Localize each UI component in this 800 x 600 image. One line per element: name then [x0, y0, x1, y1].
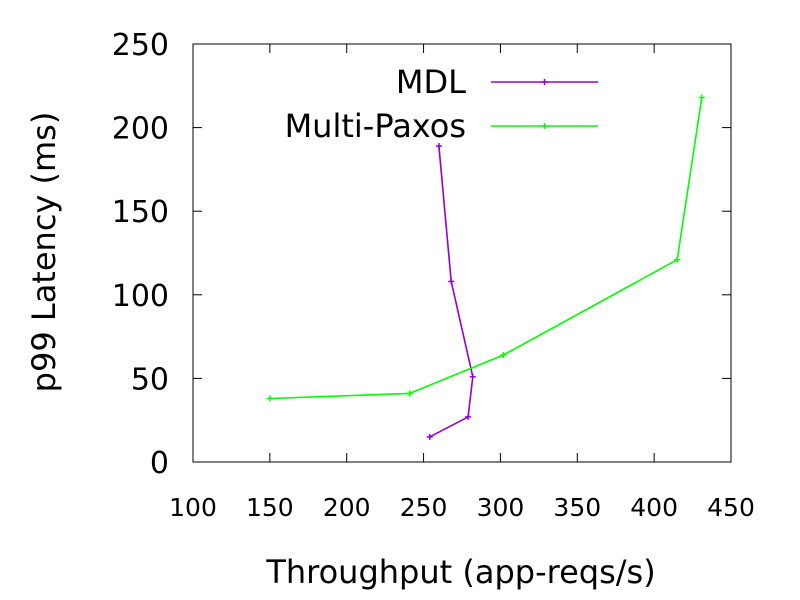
- series-layer: [266, 94, 705, 440]
- data-point-mdl: [426, 433, 433, 440]
- data-point-multi-paxos: [500, 351, 507, 358]
- data-point-mdl: [465, 413, 472, 420]
- legend: MDL Multi-Paxos: [285, 63, 598, 145]
- data-point-mdl: [469, 373, 476, 380]
- tick-labels: 0 50 100 150 200 250 100 150 200 250 300 350 400 450: [112, 28, 755, 522]
- legend-label-multi-paxos: Multi-Paxos: [285, 107, 466, 145]
- data-point-multi-paxos: [698, 94, 705, 101]
- y-tick-label: 100: [112, 279, 169, 314]
- data-point-multi-paxos: [406, 390, 413, 397]
- x-tick-label: 200: [323, 493, 371, 522]
- series-line-mdl: [429, 145, 474, 438]
- data-point-multi-paxos: [266, 395, 273, 402]
- plot-frame: [192, 43, 732, 463]
- legend-marker-mdl: [541, 79, 548, 85]
- x-tick-label: 400: [630, 493, 678, 522]
- x-tick-label: 450: [707, 493, 755, 522]
- y-tick-label: 250: [112, 28, 169, 63]
- legend-marker-multi-paxos: [541, 123, 548, 129]
- plot-area-border: [192, 43, 732, 463]
- y-tick-label: 0: [150, 446, 169, 481]
- x-axis-label: Throughput (app-reqs/s): [265, 553, 655, 591]
- x-tick-label: 300: [477, 493, 525, 522]
- data-point-multi-paxos: [674, 256, 681, 263]
- axis-ticks: [192, 43, 732, 463]
- x-tick-label: 350: [553, 493, 601, 522]
- x-tick-label: 100: [169, 493, 217, 522]
- y-tick-label: 200: [112, 112, 169, 147]
- legend-label-mdl: MDL: [396, 63, 466, 101]
- y-tick-label: 50: [131, 362, 169, 397]
- x-tick-label: 150: [246, 493, 294, 522]
- data-point-mdl: [448, 278, 455, 285]
- data-point-mdl: [435, 142, 442, 149]
- x-tick-label: 250: [400, 493, 448, 522]
- y-axis-label: p99 Latency (ms): [25, 112, 63, 393]
- y-tick-label: 150: [112, 195, 169, 230]
